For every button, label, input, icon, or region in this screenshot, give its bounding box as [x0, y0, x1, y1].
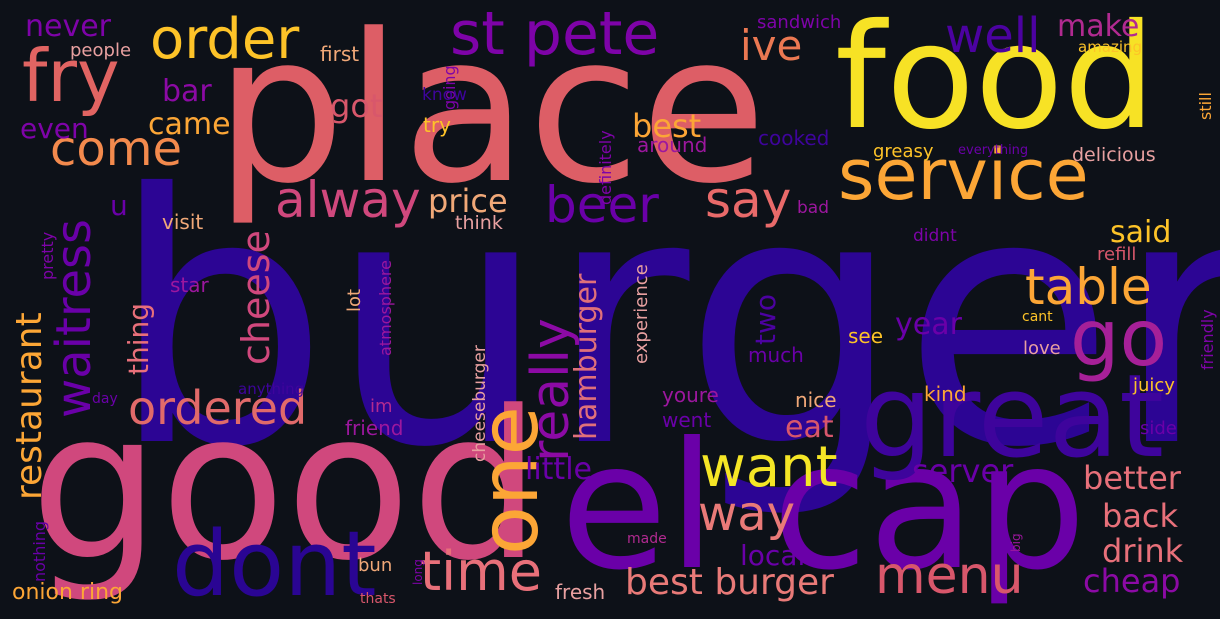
word-fresh: fresh	[555, 580, 606, 604]
word-alway: alway	[275, 171, 421, 229]
word-definitely: definitely	[596, 130, 615, 205]
word-best: best	[632, 107, 702, 145]
word-greasy: greasy	[873, 141, 934, 162]
word-drink: drink	[1102, 532, 1184, 570]
word-visit: visit	[162, 210, 204, 234]
word-day: day	[92, 391, 118, 407]
word-restaurant: restaurant	[9, 312, 50, 500]
word-ive: ive	[740, 21, 803, 70]
word-pretty: pretty	[38, 231, 57, 280]
word-ordered: ordered	[128, 381, 308, 435]
word-kind: kind	[924, 382, 967, 406]
word-dont: dont	[172, 512, 377, 617]
word-great: great	[860, 350, 1165, 484]
word-cooked: cooked	[758, 126, 830, 150]
word-bar: bar	[162, 74, 212, 109]
word-two: two	[749, 293, 782, 345]
word-cheese: cheese	[234, 230, 278, 365]
word-love: love	[1023, 338, 1061, 359]
word-well: well	[945, 8, 1041, 64]
word-st-pete: st pete	[450, 0, 660, 69]
word-place: place	[215, 0, 767, 229]
word-know: know	[422, 85, 467, 105]
word-server: server	[912, 452, 1014, 490]
word-even: even	[20, 112, 89, 145]
word-beer: beer	[545, 176, 659, 234]
word-price: price	[428, 182, 508, 220]
word-try: try	[423, 113, 451, 137]
word-want: want	[700, 435, 838, 500]
word-come: come	[50, 121, 183, 177]
word-long: long	[411, 559, 425, 585]
word-order: order	[150, 7, 300, 72]
word-sandwich: sandwich	[757, 12, 842, 33]
word-came: came	[148, 107, 231, 142]
word-thats: thats	[360, 591, 396, 607]
word-lot: lot	[344, 288, 365, 312]
word-table: table	[1025, 258, 1152, 316]
word-see: see	[848, 324, 884, 348]
word-still: still	[1196, 92, 1215, 120]
word-got: got	[330, 87, 383, 125]
word-nice: nice	[795, 388, 837, 412]
word-say: say	[705, 171, 792, 229]
word-think: think	[455, 212, 503, 234]
word-friend: friend	[345, 416, 404, 440]
word-experience: experience	[631, 264, 652, 364]
word-cheeseburger: cheeseburger	[470, 345, 490, 462]
word-way: way	[698, 486, 796, 542]
word-friendly: friendly	[1198, 309, 1217, 370]
word-good: good	[30, 368, 542, 606]
word-burger: burger	[110, 122, 1220, 523]
word-big: big	[1009, 533, 1023, 552]
word-time: time	[420, 540, 543, 603]
word-first: first	[320, 42, 360, 66]
word-went: went	[662, 408, 712, 432]
word-thing: thing	[122, 302, 155, 375]
word-hamburger: hamburger	[569, 273, 604, 440]
word-made: made	[627, 531, 667, 547]
word-local: local	[740, 539, 806, 572]
word-didnt: didnt	[913, 226, 957, 246]
word-much: much	[748, 343, 804, 367]
word-little: little	[525, 452, 592, 487]
word-better: better	[1083, 459, 1181, 497]
word-cheap: cheap	[1083, 562, 1181, 600]
word-year: year	[895, 307, 962, 342]
word-onion-ring: onion ring	[12, 580, 123, 605]
word-side: side	[1140, 418, 1177, 439]
word-atmosphere: atmosphere	[376, 260, 395, 356]
word-back: back	[1102, 497, 1179, 535]
word-refill: refill	[1097, 244, 1137, 265]
word-go: go	[1070, 294, 1168, 384]
word-eat: eat	[785, 410, 834, 445]
word-menu: menu	[875, 546, 1024, 606]
word-amazing: amazing	[1078, 38, 1143, 56]
word-waitress: waitress	[46, 218, 102, 418]
word-cant: cant	[1022, 309, 1053, 325]
word-make: make	[1057, 9, 1140, 44]
word-people: people	[70, 40, 132, 61]
word-el-cap: el cap	[560, 406, 1087, 609]
word-anything: anything	[238, 380, 305, 398]
word-everything: everything	[958, 143, 1029, 158]
word-delicious: delicious	[1072, 144, 1156, 166]
word-never: never	[25, 9, 112, 44]
word-food: food	[835, 0, 1156, 162]
word-around: around	[637, 133, 708, 157]
word-fry: fry	[22, 34, 120, 118]
word-juicy: juicy	[1133, 375, 1175, 396]
word-nothing: nothing	[30, 520, 49, 582]
word-service: service	[838, 134, 1089, 216]
word-youre: youre	[662, 383, 719, 407]
word-bun: bun	[358, 555, 393, 576]
word-u: u	[110, 189, 128, 222]
word-said: said	[1110, 215, 1172, 250]
word-best-burger: best burger	[625, 562, 834, 603]
word-bad: bad	[797, 198, 829, 218]
word-star: star	[170, 273, 209, 297]
word-im: im	[370, 396, 393, 417]
